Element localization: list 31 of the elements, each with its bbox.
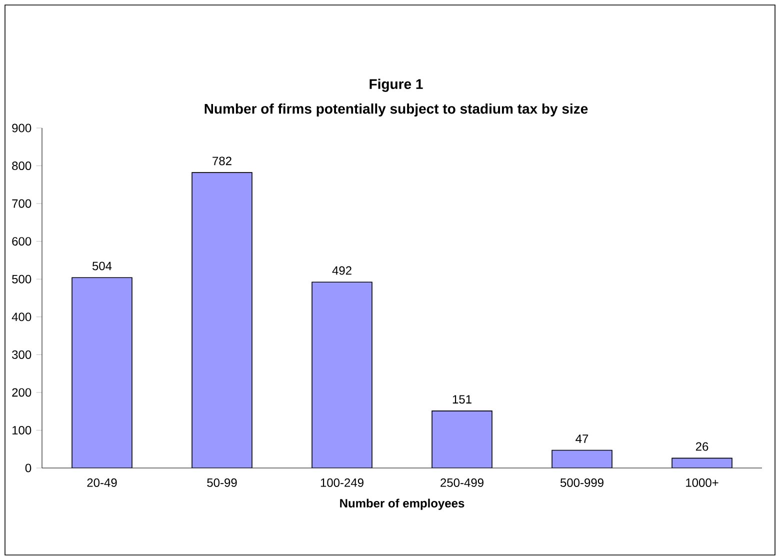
data-label: 47	[576, 434, 588, 443]
bar	[72, 277, 132, 468]
x-tick-label: 50-99	[207, 478, 237, 487]
y-tick-label: 400	[12, 312, 32, 322]
x-axis-title: Number of employees	[340, 498, 464, 510]
y-tick-label: 100	[12, 426, 32, 434]
y-tick-label: 300	[12, 350, 32, 359]
data-label: 26	[696, 442, 708, 451]
x-tick-label: 500-999	[560, 478, 604, 487]
data-label: 492	[332, 266, 352, 275]
data-label: 782	[212, 156, 232, 166]
data-label: 504	[92, 262, 112, 270]
x-tick-label: 250-499	[440, 478, 484, 487]
x-tick-label: 20-49	[87, 478, 117, 487]
bar	[672, 458, 732, 468]
bar	[312, 282, 372, 468]
data-label: 151	[452, 395, 472, 404]
y-tick-label: 500	[12, 274, 32, 284]
bar	[552, 450, 612, 468]
y-tick-label: 600	[12, 237, 32, 246]
bar	[192, 172, 252, 468]
y-tick-label: 800	[12, 162, 32, 170]
chart-title: Figure 1	[370, 78, 423, 92]
x-tick-label: 1000+	[686, 478, 718, 487]
y-tick-label: 0	[25, 464, 32, 472]
x-tick-label: 100-249	[320, 478, 364, 487]
chart-subtitle: Number of firms potentially subject to stadium tax by size	[204, 103, 588, 117]
y-tick-label: 900	[12, 124, 32, 132]
y-tick-label: 700	[12, 199, 32, 208]
bar	[432, 410, 492, 468]
y-tick-label: 200	[12, 388, 32, 397]
